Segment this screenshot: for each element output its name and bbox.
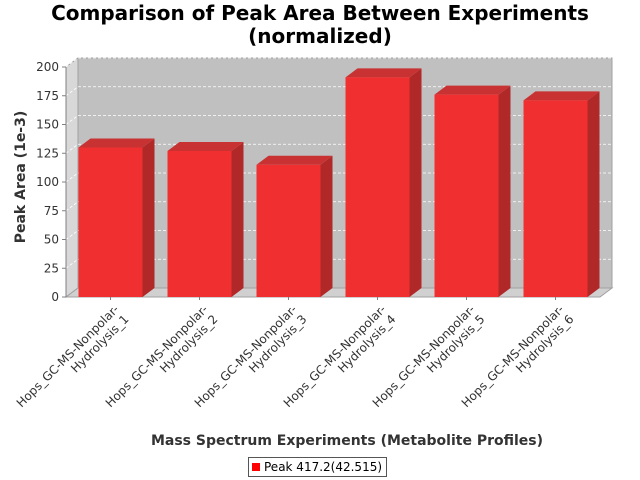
bar [167, 141, 244, 297]
x-axis-label: Mass Spectrum Experiments (Metabolite Pr… [151, 433, 543, 449]
bar-top [434, 85, 511, 95]
gridline-wall [65, 201, 79, 212]
bar [434, 85, 511, 297]
bar [78, 138, 155, 297]
gridline-wall [65, 143, 79, 154]
bar-front [434, 94, 499, 297]
legend-swatch [252, 463, 260, 471]
y-axis-ticks: 0 25 50 75 100 125 150 175 200 [36, 60, 66, 304]
bar-front [167, 150, 232, 297]
y-tick-label: 200 [36, 60, 59, 74]
bar [345, 68, 422, 297]
gridline-wall [65, 57, 79, 68]
chart-title-line-2: (normalized) [248, 24, 392, 48]
gridline-wall [65, 258, 79, 269]
y-tick-label: 150 [36, 118, 59, 132]
bar-front [256, 164, 321, 297]
bar-top [256, 155, 333, 165]
gridline-wall [65, 115, 79, 125]
bar-side [142, 138, 155, 297]
x-axis-ticks: Hops_GC-MS-Nonpolar-Hydrolysis_1Hops_GC-… [14, 297, 577, 410]
y-tick-label: 25 [44, 261, 59, 275]
bar-side [587, 91, 600, 297]
chart-legend: Peak 417.2(42.515) [248, 457, 388, 477]
y-tick-label: 0 [51, 290, 59, 304]
gridline-wall [65, 86, 79, 97]
gridline-wall [65, 230, 79, 240]
y-tick-label: 50 [44, 233, 59, 247]
y-tick-label: 75 [44, 204, 59, 218]
chart-title: Comparison of Peak Area Between Experime… [0, 2, 640, 48]
bar-side [498, 85, 511, 297]
bar-side [231, 141, 244, 297]
bar-front [345, 77, 410, 297]
bar-top [523, 91, 600, 101]
bar-top [78, 138, 155, 148]
chart-gridlines [65, 57, 612, 269]
bar-side [320, 155, 333, 297]
bar-front [78, 147, 143, 297]
bar [256, 155, 333, 297]
x-tick-label-line: Hops_GC-MS-Nonpolar- [14, 302, 122, 410]
bar-top [167, 141, 244, 151]
y-tick-label: 175 [36, 89, 59, 103]
chart-title-line-1: Comparison of Peak Area Between Experime… [51, 1, 589, 25]
gridline-wall [65, 172, 79, 183]
legend-series-label: Peak 417.2(42.515) [264, 460, 383, 474]
y-tick-label: 125 [36, 146, 59, 160]
bar-front [523, 100, 588, 297]
bar [523, 91, 600, 297]
y-tick-label: 100 [36, 175, 59, 189]
bar-top [345, 68, 422, 78]
bar-side [409, 68, 422, 297]
chart-bars [78, 68, 600, 297]
y-axis-label: Peak Area (1e-3) [13, 111, 29, 244]
